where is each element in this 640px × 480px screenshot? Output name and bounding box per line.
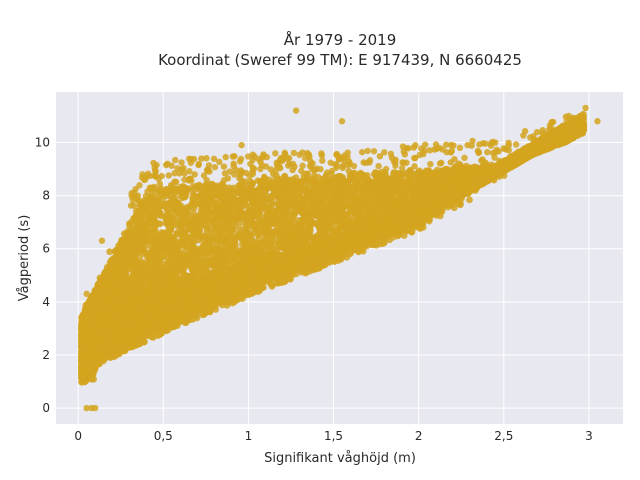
chart-title-line1: År 1979 - 2019 <box>284 30 397 49</box>
chart-title-line2: Koordinat (Sweref 99 TM): E 917439, N 66… <box>158 51 522 69</box>
data-point <box>106 248 114 256</box>
data-points <box>78 104 601 412</box>
